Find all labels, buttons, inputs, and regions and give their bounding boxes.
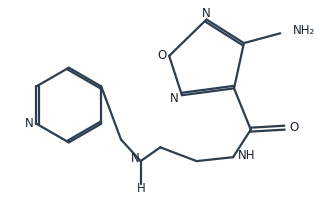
Text: O: O (158, 49, 167, 62)
Text: N: N (25, 117, 34, 130)
Text: O: O (289, 121, 299, 134)
Text: H: H (137, 182, 146, 195)
Text: NH₂: NH₂ (293, 24, 315, 37)
Text: N: N (202, 7, 211, 20)
Text: NH: NH (238, 149, 256, 162)
Text: N: N (170, 92, 178, 105)
Text: N: N (131, 152, 140, 165)
